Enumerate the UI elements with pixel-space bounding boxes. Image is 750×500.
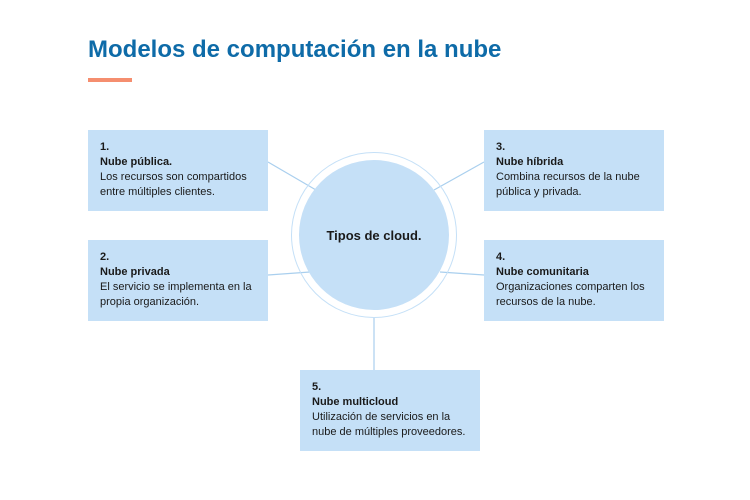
center-label: Tipos de cloud. [326, 228, 421, 243]
card-index: 5. [312, 380, 468, 395]
page-title: Modelos de computación en la nube [88, 36, 501, 64]
node-card-3: 3. Nube híbrida Combina recursos de la n… [484, 130, 664, 211]
card-index: 1. [100, 140, 256, 155]
card-title: Nube privada [100, 266, 170, 278]
node-card-1: 1. Nube pública. Los recursos son compar… [88, 130, 268, 211]
node-card-2: 2. Nube privada El servicio se implement… [88, 240, 268, 321]
card-index: 3. [496, 140, 652, 155]
card-desc: Organizaciones comparten los recursos de… [496, 281, 645, 308]
card-title: Nube multicloud [312, 396, 398, 408]
card-desc: Los recursos son compartidos entre múlti… [100, 171, 247, 198]
node-card-5: 5. Nube multicloud Utilización de servic… [300, 370, 480, 451]
card-desc: Utilización de servicios en la nube de m… [312, 411, 465, 438]
center-node: Tipos de cloud. [299, 160, 449, 310]
card-desc: Combina recursos de la nube pública y pr… [496, 171, 640, 198]
card-desc: El servicio se implementa en la propia o… [100, 281, 252, 308]
card-title: Nube híbrida [496, 156, 563, 168]
node-card-4: 4. Nube comunitaria Organizaciones compa… [484, 240, 664, 321]
card-index: 2. [100, 250, 256, 265]
accent-underline [88, 78, 132, 82]
card-title: Nube comunitaria [496, 266, 589, 278]
card-title: Nube pública. [100, 156, 172, 168]
cloud-types-diagram: Tipos de cloud. 1. Nube pública. Los rec… [0, 100, 750, 500]
card-index: 4. [496, 250, 652, 265]
